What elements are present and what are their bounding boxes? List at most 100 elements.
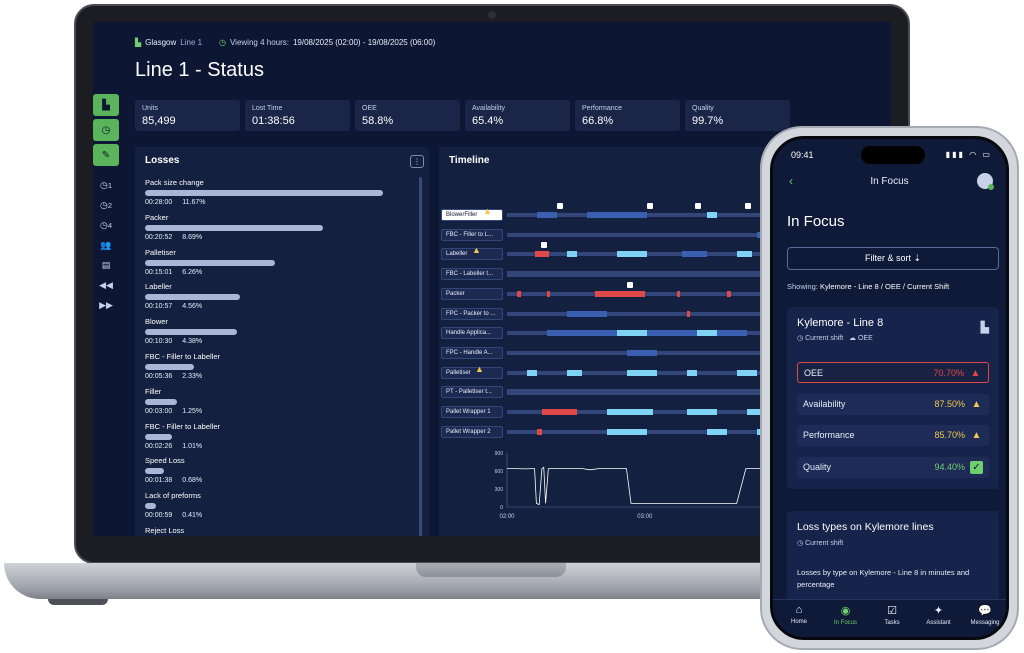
list-item[interactable]: FBC - Filler to Labeller 00:05:36 2.33% bbox=[145, 352, 415, 387]
kpi-card[interactable]: Performance 66.8% bbox=[575, 100, 680, 131]
kpi-card[interactable]: Availability 65.4% bbox=[465, 100, 570, 131]
metric-row-oee[interactable]: OEE 70.70% ▲ bbox=[797, 362, 989, 383]
event-pin-icon[interactable] bbox=[647, 203, 653, 209]
list-item[interactable]: Filler 00:03:00 1.25% bbox=[145, 387, 415, 422]
timeline-row[interactable]: FPC - Handle A... bbox=[439, 346, 891, 359]
timeline-track[interactable] bbox=[507, 242, 807, 258]
rail-timer-2-button[interactable]: ◷ 2 bbox=[99, 199, 113, 210]
metric-value: 70.70% bbox=[933, 368, 964, 378]
filter-sort-button[interactable]: Filter & sort ⇣ bbox=[787, 247, 999, 270]
line-focus-card[interactable]: Kylemore - Line 8 ◷ Current shift ☁ OEE … bbox=[787, 307, 999, 489]
avatar[interactable] bbox=[977, 173, 994, 190]
timeline-row[interactable]: FPC - Packer to ... bbox=[439, 307, 891, 320]
rail-rewind-button[interactable]: ◀◀ bbox=[93, 275, 119, 295]
rail-forward-button[interactable]: ▶▶ bbox=[93, 295, 119, 315]
timeline-track[interactable] bbox=[507, 349, 807, 356]
metric-row-quality[interactable]: Quality 94.40% ✓ bbox=[797, 456, 989, 478]
timeline-segment bbox=[537, 212, 557, 218]
metric-row-availability[interactable]: Availability 87.50% ▲ bbox=[797, 393, 989, 415]
kpi-card[interactable]: Lost Time 01:38:56 bbox=[245, 100, 350, 131]
timeline-row[interactable]: Handle Applica... bbox=[439, 327, 891, 340]
timeline-row[interactable]: Packer bbox=[439, 281, 891, 300]
metric-row-performance[interactable]: Performance 85.70% ▲ bbox=[797, 425, 989, 446]
timeline-row-label[interactable]: BlowerFiller bbox=[441, 209, 503, 221]
rail-superscript: 2 bbox=[107, 200, 113, 210]
timeline-row-label[interactable]: Packer bbox=[441, 287, 503, 300]
kpi-card[interactable]: Units 85,499 bbox=[135, 100, 240, 131]
loss-name: Reject Loss bbox=[145, 525, 185, 535]
list-item[interactable]: Packer 00:20:52 8.69% bbox=[145, 213, 415, 248]
timeline-track[interactable] bbox=[507, 389, 807, 396]
timeline-row-label[interactable]: Pallet Wrapper 1 bbox=[441, 406, 503, 418]
more-menu-button[interactable]: ⋮ bbox=[410, 155, 424, 168]
list-item[interactable]: Labeller 00:10:57 4.56% bbox=[145, 282, 415, 317]
event-pin-icon[interactable] bbox=[541, 242, 547, 249]
timeline-row-label[interactable]: Handle Applica... bbox=[441, 327, 503, 340]
factory-icon: ▙ bbox=[102, 99, 110, 111]
timeline-row[interactable]: Pallet Wrapper 1 bbox=[439, 406, 891, 418]
y-tick-label: 900 bbox=[495, 451, 504, 457]
timeline-track[interactable] bbox=[507, 330, 807, 337]
timeline-row[interactable]: PT - Palletiser t... bbox=[439, 386, 891, 399]
event-pin-icon[interactable] bbox=[557, 203, 563, 209]
event-pin-icon[interactable] bbox=[627, 281, 633, 288]
timeline-row-label[interactable]: FBC - Labeller t... bbox=[441, 268, 503, 281]
timeline-row-label[interactable]: PT - Palletiser t... bbox=[441, 386, 503, 399]
timeline-row-label[interactable]: FPC - Handle A... bbox=[441, 346, 503, 359]
list-item[interactable]: Reject Loss bbox=[145, 526, 415, 536]
timeline-track[interactable] bbox=[507, 409, 807, 415]
rail-superscript: 4 bbox=[107, 220, 113, 230]
timeline-row[interactable]: Pallet Wrapper 2 bbox=[439, 425, 891, 438]
timeline-row[interactable]: FBC - Labeller t... bbox=[439, 268, 891, 281]
y-tick-label: 600 bbox=[495, 469, 504, 475]
timeline-segment bbox=[507, 271, 807, 278]
rail-users-button[interactable]: 👥 bbox=[93, 235, 119, 255]
list-item[interactable]: Pack size change 00:28:00 11.67% bbox=[145, 178, 415, 213]
kpi-label: OEE bbox=[362, 105, 377, 112]
rail-wrench-button[interactable]: ✎ bbox=[93, 144, 119, 166]
kpi-value: 65.4% bbox=[472, 115, 504, 127]
timeline-track[interactable] bbox=[507, 310, 807, 317]
tab-tasks[interactable]: ☑ Tasks bbox=[869, 604, 915, 626]
list-item[interactable]: Speed Loss 00:01:38 0.68% bbox=[145, 456, 415, 491]
timeline-row-label[interactable]: FBC - Filler to L... bbox=[441, 228, 503, 241]
card-title: Kylemore - Line 8 bbox=[797, 317, 884, 329]
timeline-track[interactable] bbox=[507, 271, 807, 278]
timeline-row[interactable]: Labeller ▲ bbox=[439, 242, 891, 261]
timeline-row-label[interactable]: Labeller bbox=[441, 248, 503, 261]
tab-home[interactable]: ⌂ Home bbox=[776, 604, 822, 625]
tab-in-focus[interactable]: ◉ In Focus bbox=[823, 604, 869, 626]
rail-clock-button[interactable]: ◷ bbox=[93, 119, 119, 141]
back-chevron-icon[interactable]: ‹ bbox=[789, 174, 793, 188]
time-range-selector[interactable]: ◷ Viewing 4 hours: 19/08/2025 (02:00) - … bbox=[219, 38, 435, 47]
rail-list-button[interactable]: ▤ bbox=[93, 255, 119, 275]
loss-bar-track bbox=[145, 259, 415, 266]
status-icons: ▮▮▮ ◠ ▭ bbox=[945, 150, 992, 159]
timeline-segment bbox=[627, 349, 657, 356]
kpi-card[interactable]: OEE 58.8% bbox=[355, 100, 460, 131]
loss-meta: 00:00:59 0.41% bbox=[145, 512, 415, 519]
losses-scrollbar[interactable] bbox=[419, 177, 422, 536]
timeline-segment bbox=[607, 428, 647, 435]
list-item[interactable]: Blower 00:10:30 4.38% bbox=[145, 317, 415, 352]
rail-timer-4-button[interactable]: ◷ 4 bbox=[99, 219, 113, 230]
timeline-segment bbox=[617, 330, 647, 337]
site-selector[interactable]: ▙ Glasgow Line 1 bbox=[135, 38, 202, 47]
list-item[interactable]: Palletiser 00:15:01 6.26% bbox=[145, 248, 415, 283]
timeline-row-label[interactable]: FPC - Packer to ... bbox=[441, 307, 503, 320]
chat-icon: 💬 bbox=[978, 605, 992, 617]
event-pin-icon[interactable] bbox=[695, 203, 701, 209]
timeline-row[interactable]: Palletiser ▲ bbox=[439, 364, 891, 379]
rail-factory-button[interactable]: ▙ bbox=[93, 94, 119, 116]
metric-value: 85.70% bbox=[934, 430, 965, 440]
timeline-row-label[interactable]: Pallet Wrapper 2 bbox=[441, 425, 503, 438]
list-item[interactable]: FBC - Filler to Labeller 00:02:26 1.01% bbox=[145, 422, 415, 457]
kpi-card[interactable]: Quality 99.7% bbox=[685, 100, 790, 131]
tab-messaging[interactable]: 💬 Messaging bbox=[962, 604, 1006, 626]
list-item[interactable]: Lack of preforms 00:00:59 0.41% bbox=[145, 491, 415, 526]
showing-label: Showing: bbox=[787, 282, 818, 291]
rail-timer-1-button[interactable]: ◷ 1 bbox=[99, 179, 113, 190]
tab-assistant[interactable]: ✦ Assistant bbox=[916, 604, 962, 626]
timeline-row-label[interactable]: Palletiser bbox=[441, 366, 503, 379]
event-pin-icon[interactable] bbox=[745, 203, 751, 209]
